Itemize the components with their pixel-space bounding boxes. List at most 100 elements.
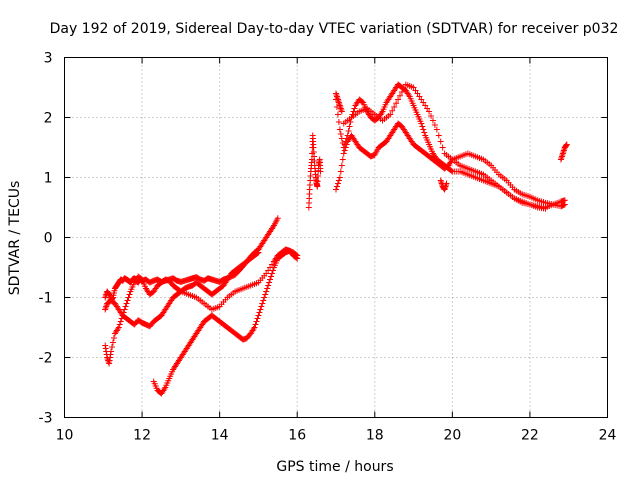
data-point: [420, 126, 427, 133]
data-point: [340, 150, 347, 157]
data-point: [563, 141, 570, 148]
data-point: [426, 108, 433, 115]
data-point: [314, 178, 321, 185]
data-point: [439, 144, 446, 151]
data-point: [351, 105, 358, 112]
y-tick-label: -2: [39, 351, 53, 367]
data-point: [265, 282, 272, 289]
data-point: [334, 111, 341, 118]
data-point: [254, 250, 261, 257]
x-tick-label: 14: [211, 428, 229, 444]
data-point: [398, 89, 405, 95]
data-point: [335, 119, 342, 125]
series-trace-i: [333, 90, 345, 115]
data-point: [294, 252, 301, 259]
series-trace-d: [150, 247, 301, 397]
data-point: [269, 270, 276, 277]
data-point: [314, 183, 321, 190]
data-point: [109, 344, 116, 350]
data-point: [314, 173, 321, 179]
series-trace-a: [102, 215, 281, 304]
data-point: [437, 138, 444, 145]
data-point: [256, 309, 263, 316]
data-point: [345, 128, 352, 134]
data-point: [255, 249, 262, 256]
data-point: [338, 108, 345, 115]
data-point: [117, 318, 124, 325]
data-point: [387, 111, 394, 118]
data-point: [428, 113, 435, 119]
data-point: [346, 123, 353, 130]
series-trace-c: [102, 246, 301, 367]
data-point: [391, 104, 398, 110]
data-point: [421, 129, 428, 136]
y-tick-label: 1: [44, 171, 53, 187]
data-point: [255, 312, 262, 319]
data-point: [343, 141, 350, 148]
data-points: [102, 81, 570, 397]
data-point: [262, 291, 269, 298]
series-trace-g: [333, 120, 568, 210]
data-point: [258, 303, 265, 310]
data-point: [264, 285, 271, 292]
data-point: [333, 183, 340, 190]
data-point: [400, 85, 407, 92]
y-axis-label: SDTVAR / TECUs: [7, 181, 23, 296]
data-point: [342, 144, 349, 151]
data-point: [109, 339, 116, 346]
data-point: [260, 297, 267, 304]
data-point: [336, 126, 343, 133]
x-tick-label: 24: [599, 428, 617, 444]
series-trace-e: [305, 132, 324, 211]
x-tick-label: 18: [366, 428, 384, 444]
x-axis-label: GPS time / hours: [276, 459, 393, 475]
x-tick-label: 22: [521, 428, 539, 444]
data-point: [125, 294, 132, 301]
data-point: [293, 251, 300, 258]
data-point: [122, 303, 129, 310]
plot-frame: [64, 57, 608, 418]
y-tick-label: 3: [44, 51, 53, 67]
x-tick-label: 12: [133, 428, 151, 444]
data-point: [269, 267, 276, 274]
chart-title: Day 192 of 2019, Sidereal Day-to-day VTE…: [50, 21, 619, 37]
data-point: [254, 315, 261, 322]
data-point: [116, 321, 123, 328]
data-point: [253, 318, 260, 325]
data-point: [123, 300, 130, 307]
y-tick-label: -1: [39, 291, 53, 307]
data-point: [335, 177, 342, 184]
grid-lines: [64, 57, 608, 418]
data-point: [443, 180, 450, 187]
y-tick-label: 2: [44, 111, 53, 127]
x-tick-label: 10: [56, 428, 74, 444]
data-point: [108, 348, 115, 355]
data-point: [435, 132, 442, 139]
data-point: [126, 291, 133, 298]
series-trace-b: [102, 249, 262, 330]
y-tick-label: 0: [44, 231, 53, 247]
data-point: [334, 180, 341, 187]
data-point: [339, 156, 346, 163]
data-point: [257, 306, 264, 313]
series-trace-k: [557, 141, 570, 163]
data-point: [433, 126, 440, 133]
data-point: [448, 167, 455, 174]
data-point: [341, 147, 348, 154]
data-point: [263, 288, 270, 295]
data-point: [120, 309, 127, 316]
data-point: [336, 174, 343, 181]
x-tick-label: 16: [288, 428, 306, 444]
data-point: [333, 186, 339, 193]
data-point: [261, 294, 268, 301]
data-point: [337, 131, 344, 137]
data-point: [115, 324, 122, 331]
data-point: [110, 335, 117, 341]
series-trace-j: [437, 177, 450, 193]
data-point: [393, 100, 400, 107]
data-point: [395, 96, 402, 103]
series-trace-f: [333, 81, 568, 211]
data-point: [121, 306, 128, 313]
